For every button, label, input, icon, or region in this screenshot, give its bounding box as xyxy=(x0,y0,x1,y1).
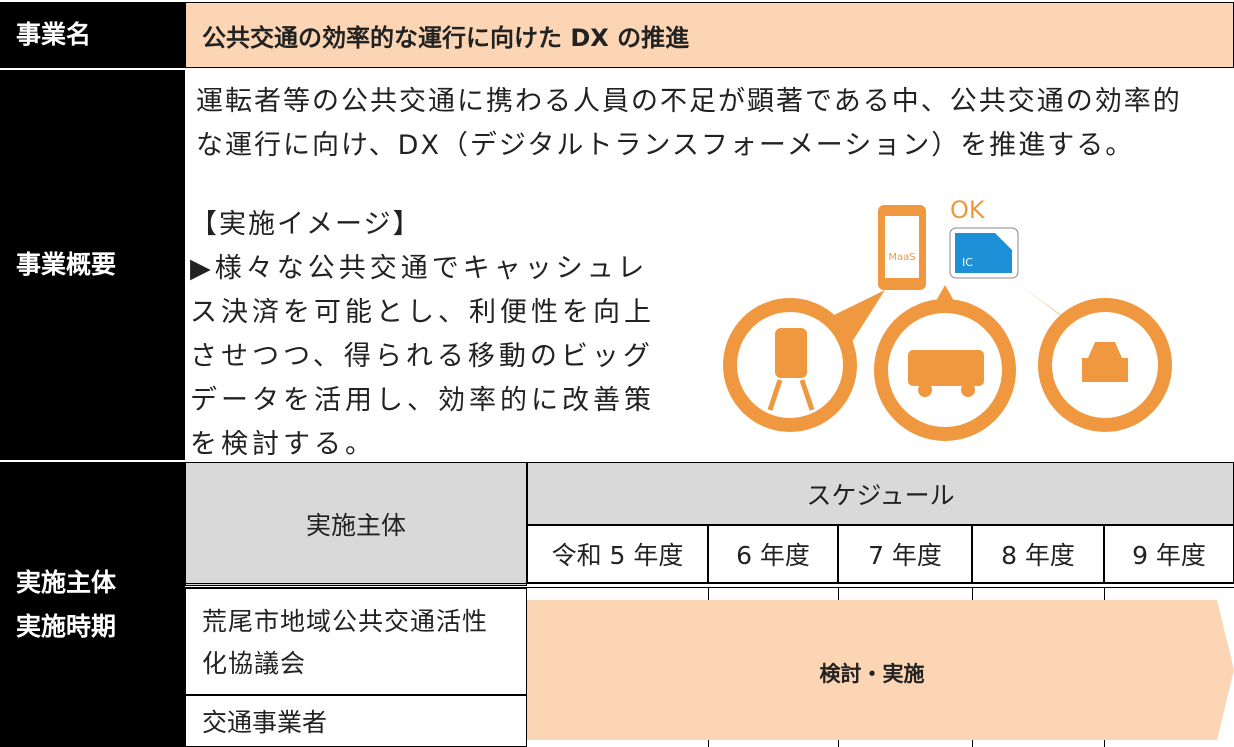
app-label: MaaS xyxy=(888,252,915,263)
label: 事業名 xyxy=(0,2,185,68)
line: 実施主体 xyxy=(16,567,117,597)
double-line xyxy=(185,583,1234,588)
line: 運転者等の公共交通に携わる人員の不足が顕著である中、公共交通の効率的 xyxy=(196,86,1182,117)
line: 実施時期 xyxy=(16,611,117,641)
line: ス決済を可能とし、利便性を向上 xyxy=(190,297,655,328)
label: 事業概要 xyxy=(0,70,185,460)
card-label: IC xyxy=(962,256,973,269)
illustration: MaaS IC OK xyxy=(723,196,1172,441)
entity: 交通事業者 xyxy=(185,695,527,747)
bar-label: 検討・実施 xyxy=(820,662,925,686)
year: 令和 5 年度 xyxy=(527,525,708,583)
ok-label: OK xyxy=(950,196,986,224)
project-title: 公共交通の効率的な運行に向けた DX の推進 xyxy=(185,2,1234,68)
year: 9 年度 xyxy=(1104,525,1234,583)
year: 8 年度 xyxy=(972,525,1104,583)
line: データを活用し、効率的に改善策 xyxy=(190,385,655,416)
year: 7 年度 xyxy=(838,525,972,583)
line: ▶様々な公共交通でキャッシュレ xyxy=(190,253,649,284)
schedule-header: スケジュール xyxy=(527,462,1234,525)
heading: 【実施イメージ】 xyxy=(190,209,422,240)
label: 実施主体 実施時期 xyxy=(0,462,185,747)
image-text: 【実施イメージ】 ▶様々な公共交通でキャッシュレ ス決済を可能とし、利便性を向上… xyxy=(190,203,655,467)
line: を検討する。 xyxy=(190,429,376,460)
line: させつつ、得られる移動のビッグ xyxy=(190,341,654,372)
entity-text: 荒尾市地域公共交通活性化協議会 xyxy=(202,607,489,678)
year: 6 年度 xyxy=(708,525,838,583)
entity-header: 実施主体 xyxy=(185,462,527,586)
schedule-bar: 検討・実施 xyxy=(527,600,1234,740)
entity: 荒尾市地域公共交通活性化協議会 xyxy=(185,588,527,695)
overview-text: 運転者等の公共交通に携わる人員の不足が顕著である中、公共交通の効率的 な運行に向… xyxy=(196,80,1182,168)
line: な運行に向け、DX（デジタルトランスフォーメーション）を推進する。 xyxy=(196,130,1135,161)
